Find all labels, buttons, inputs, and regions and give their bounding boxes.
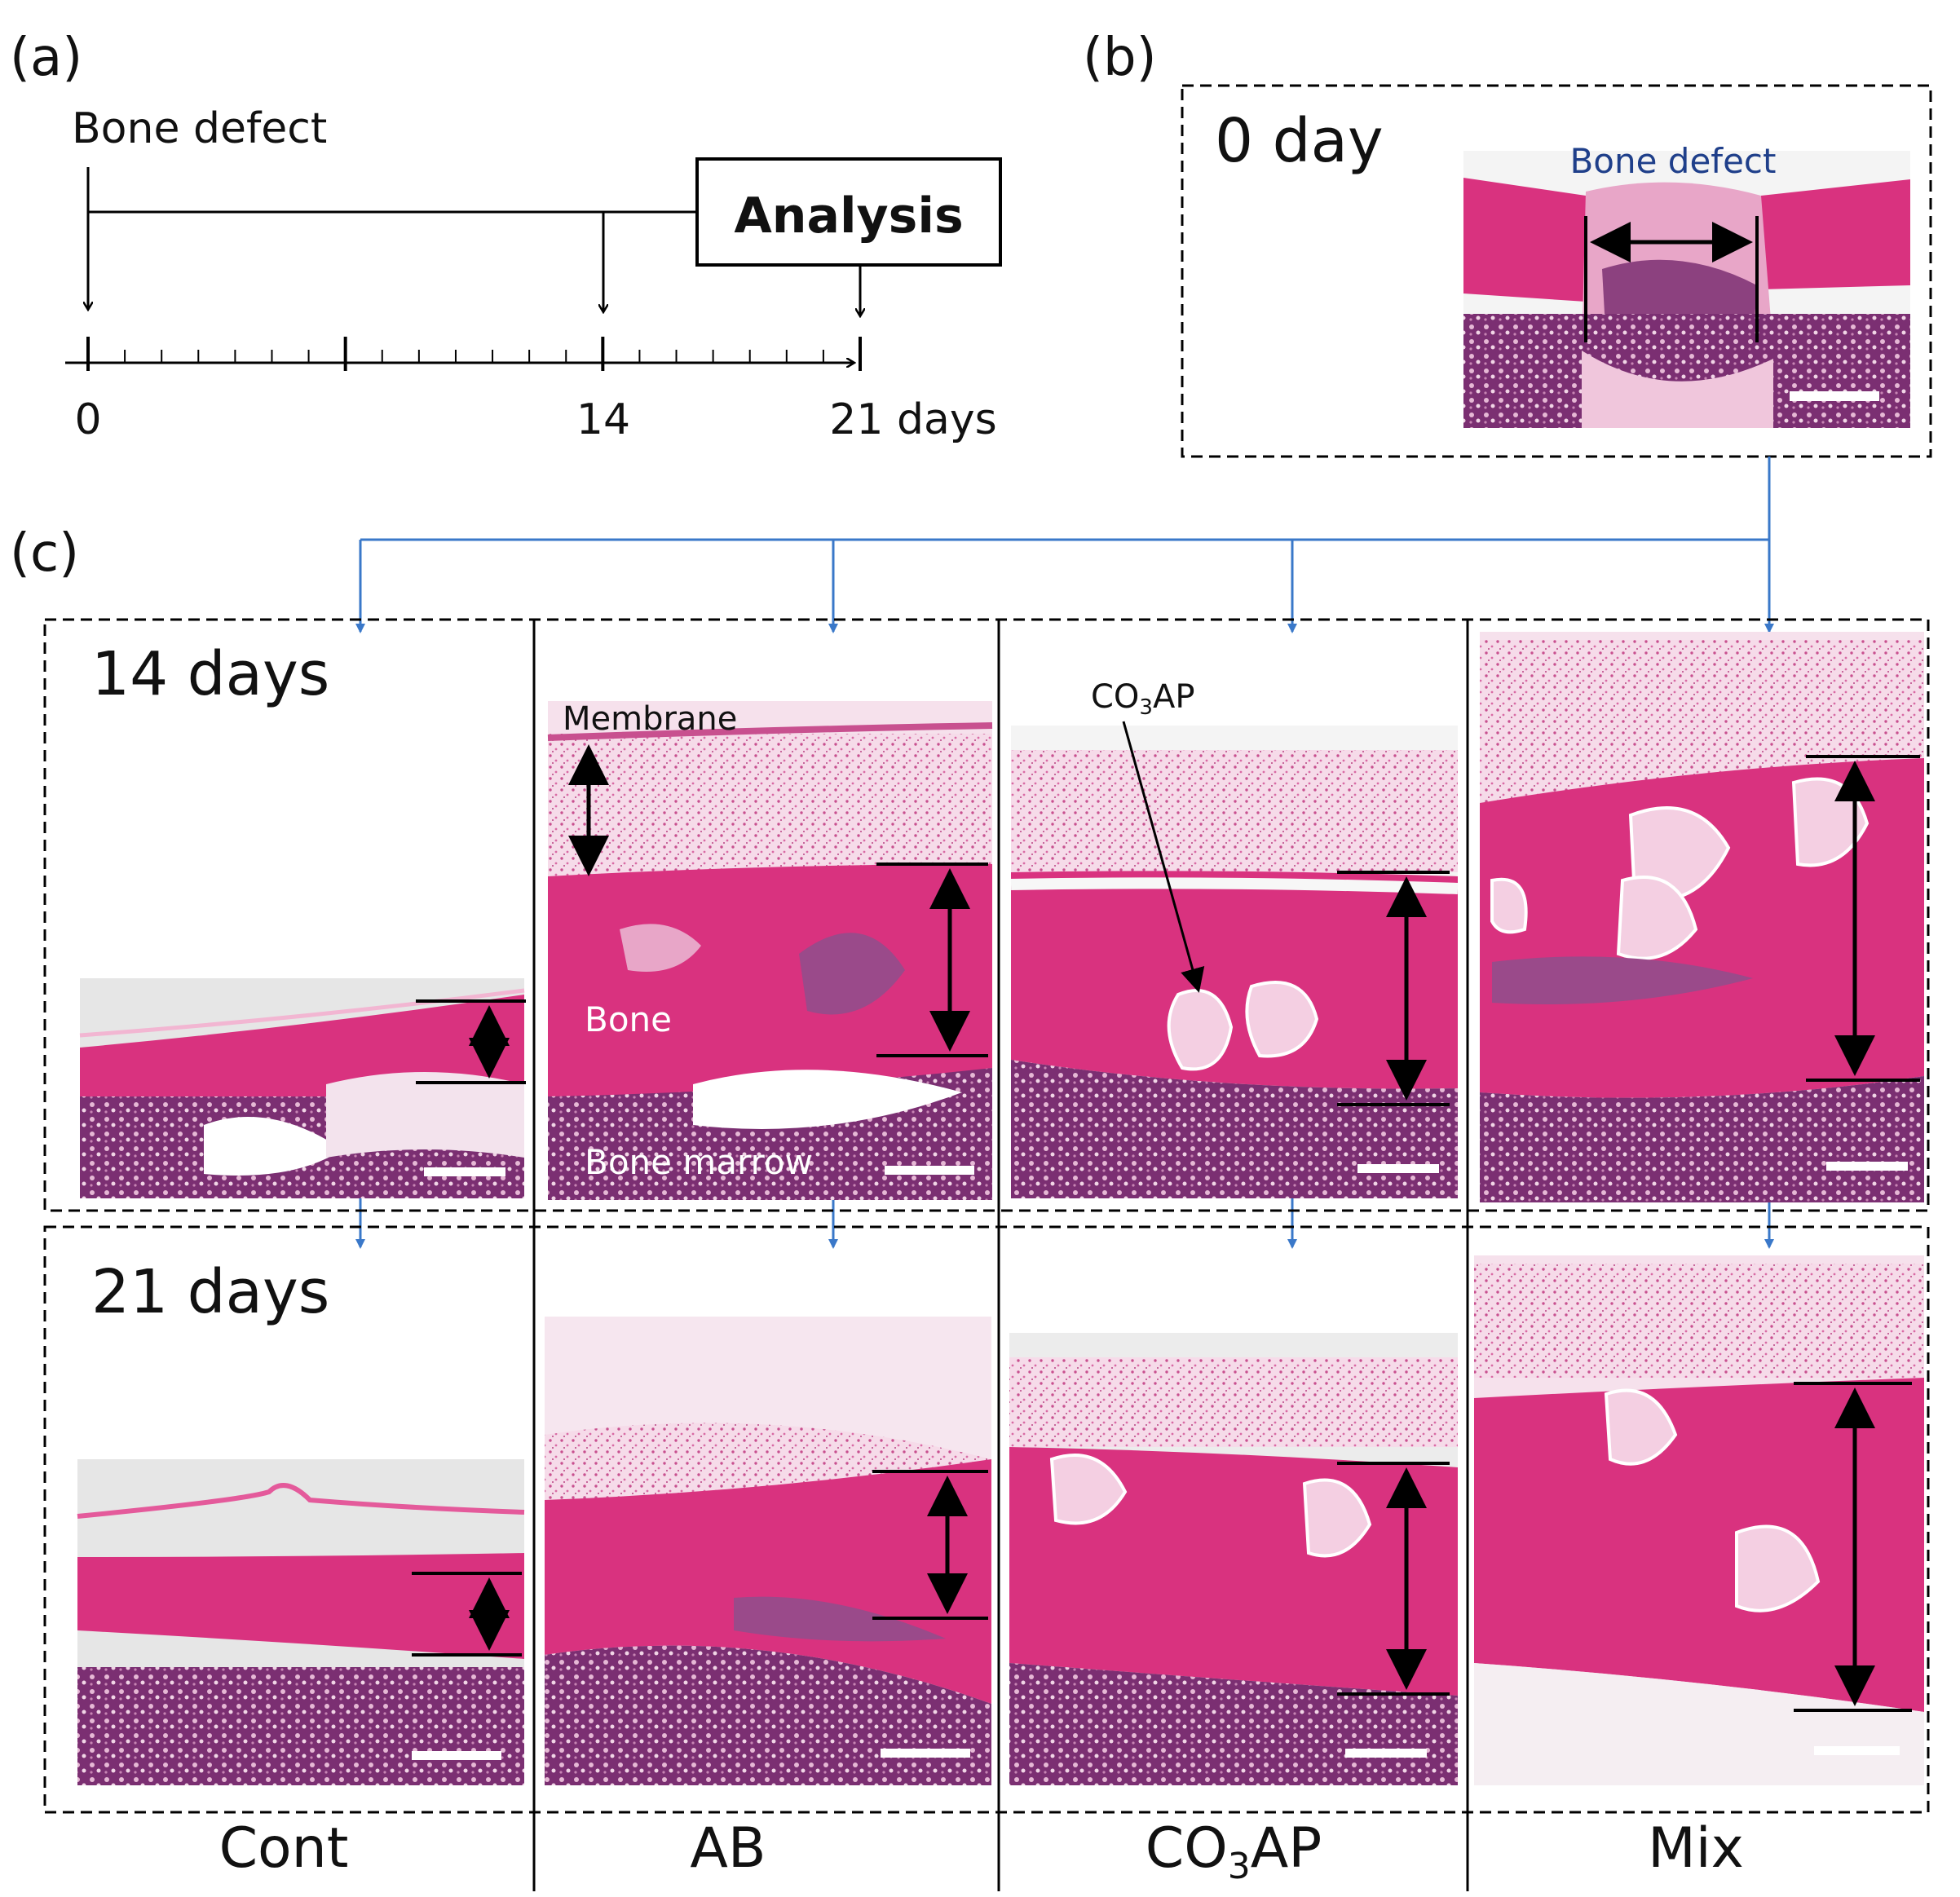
panel-label-c: (c) <box>10 523 79 584</box>
image-21-co3ap <box>1009 1333 1458 1785</box>
analysis-box <box>695 157 1002 267</box>
co3ap-pointer-arrow <box>1122 721 1205 993</box>
row-14-frame <box>43 618 1930 1212</box>
image-14-co3ap <box>1010 726 1459 1198</box>
analysis-label: Analysis <box>734 187 963 245</box>
row-label-14-days: 14 days <box>91 639 329 709</box>
group-label-ab: AB <box>690 1816 766 1881</box>
image-14-ab <box>547 701 993 1200</box>
panel-label-a: (a) <box>10 28 82 88</box>
panel-b-day0: (b) 0 day Bone defect <box>1083 28 1932 458</box>
timeline-ticks <box>86 337 862 371</box>
tick-label-21: 21 days <box>829 395 996 444</box>
day0-bone-defect-label: Bone defect <box>1569 141 1776 181</box>
group-label-cont: Cont <box>219 1816 349 1881</box>
row-label-21-days: 21 days <box>91 1257 329 1327</box>
group-label-co3ap: CO3AP <box>1146 1816 1322 1887</box>
co3ap-annotation: CO3AP <box>1091 678 1194 720</box>
image-14-cont <box>79 978 525 1198</box>
image-21-cont <box>77 1459 525 1785</box>
image-21-ab <box>545 1317 991 1785</box>
membrane-annotation: Membrane <box>563 700 737 738</box>
tick-label-14: 14 <box>576 395 630 444</box>
group-label-mix: Mix <box>1648 1816 1744 1881</box>
panel-c: (c) 14 days 21 days <box>10 457 1930 1891</box>
day0-histology-image <box>1463 151 1910 428</box>
image-14-mix <box>1480 632 1924 1202</box>
tick-label-0: 0 <box>74 395 101 444</box>
day0-label: 0 day <box>1215 106 1384 176</box>
panel-label-b: (b) <box>1083 28 1157 88</box>
bone-annotation: Bone <box>585 999 672 1039</box>
panel-a-timeline: (a) Bone defect Analysis 0 14 21 days <box>10 28 1002 444</box>
bone-defect-event-label: Bone defect <box>72 104 327 153</box>
day0-dashed-frame <box>1181 84 1932 458</box>
bone-marrow-annotation: Bone marrow <box>585 1142 813 1182</box>
row-21-frame <box>43 1225 1930 1814</box>
